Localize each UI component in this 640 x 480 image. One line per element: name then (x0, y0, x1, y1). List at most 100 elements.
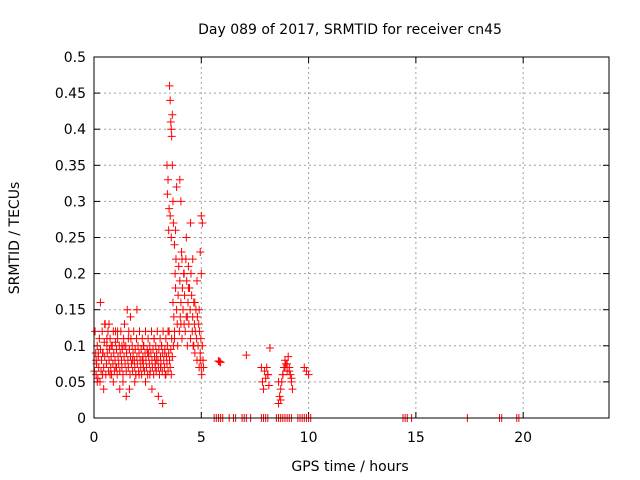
data-point (154, 392, 163, 401)
data-point (190, 298, 199, 307)
chart-title: Day 089 of 2017, SRMTID for receiver cn4… (198, 22, 502, 38)
data-point (171, 269, 180, 278)
data-point (195, 305, 204, 314)
data-point (112, 363, 121, 372)
data-point (147, 385, 156, 394)
data-point (131, 370, 140, 379)
data-point (261, 374, 270, 383)
data-point (164, 327, 173, 336)
data-point (262, 363, 271, 372)
data-point (109, 377, 118, 386)
data-point (184, 284, 193, 293)
data-point (168, 161, 177, 170)
data-point (172, 182, 181, 191)
y-tick-label: 0.35 (55, 158, 86, 174)
data-point (105, 320, 114, 329)
data-point (93, 341, 102, 350)
data-point (91, 327, 100, 336)
data-point (106, 370, 115, 379)
data-point (171, 284, 180, 293)
data-point (171, 226, 180, 235)
data-point (181, 327, 190, 336)
data-point (285, 367, 294, 376)
y-tick-label: 0.15 (55, 303, 86, 319)
data-point (197, 269, 206, 278)
data-point (161, 370, 170, 379)
data-point (184, 262, 193, 271)
data-point (195, 327, 204, 336)
data-point (167, 132, 176, 141)
data-point (141, 377, 150, 386)
data-point (259, 385, 268, 394)
data-point (139, 363, 148, 372)
data-point (276, 385, 285, 394)
data-point (260, 367, 269, 376)
data-point (157, 341, 166, 350)
data-point (258, 377, 267, 386)
y-tick-label: 0.1 (64, 339, 86, 355)
data-point (166, 117, 175, 126)
data-point (283, 359, 292, 368)
data-point (196, 356, 205, 365)
data-point (167, 233, 176, 242)
y-tick-label: 0.3 (64, 194, 86, 210)
data-point (193, 276, 201, 285)
data-point (144, 349, 153, 358)
data-point (286, 370, 295, 379)
data-point (280, 356, 289, 365)
data-point (163, 190, 172, 199)
y-tick-label: 0.2 (64, 267, 86, 283)
data-point (180, 269, 189, 278)
data-point (165, 204, 174, 213)
data-point (164, 226, 173, 235)
data-point (167, 125, 176, 134)
data-point (176, 320, 185, 329)
data-point (287, 374, 296, 383)
data-point (278, 370, 287, 379)
data-point (264, 381, 273, 390)
data-point (168, 197, 177, 206)
data-point (166, 211, 175, 220)
data-point (93, 377, 102, 386)
data-point (175, 175, 184, 184)
data-point (126, 312, 135, 321)
data-point (179, 305, 188, 314)
data-point (265, 343, 274, 352)
data-point (125, 385, 134, 394)
data-point (158, 399, 167, 408)
data-point (111, 338, 120, 347)
data-point (280, 363, 289, 372)
data-point (93, 374, 102, 383)
y-tick-label: 0.4 (64, 122, 86, 138)
data-point (180, 291, 189, 300)
plot-frame (93, 56, 610, 419)
data-point (174, 262, 183, 271)
data-point (182, 233, 191, 242)
data-point (187, 291, 196, 300)
data-point (170, 334, 179, 343)
data-point (164, 175, 173, 184)
data-point (166, 96, 175, 105)
data-point (166, 363, 175, 372)
x-tick-label: 10 (300, 430, 318, 446)
data-point (183, 312, 192, 321)
x-tick-label: 15 (407, 430, 425, 446)
data-point (99, 385, 108, 394)
data-point (160, 349, 169, 358)
data-point (176, 197, 185, 206)
y-tick-label: 0.05 (55, 375, 86, 391)
data-point (130, 377, 139, 386)
data-point (182, 276, 191, 285)
x-tick-label: 5 (197, 430, 206, 446)
data-point (98, 349, 107, 358)
data-point (177, 334, 186, 343)
data-point (263, 370, 272, 379)
data-point (242, 351, 251, 360)
data-point (177, 247, 186, 256)
y-tick-label: 0.45 (55, 86, 86, 102)
data-point (288, 385, 297, 394)
data-point (276, 395, 285, 404)
data-point (216, 358, 225, 367)
data-point (122, 392, 131, 401)
